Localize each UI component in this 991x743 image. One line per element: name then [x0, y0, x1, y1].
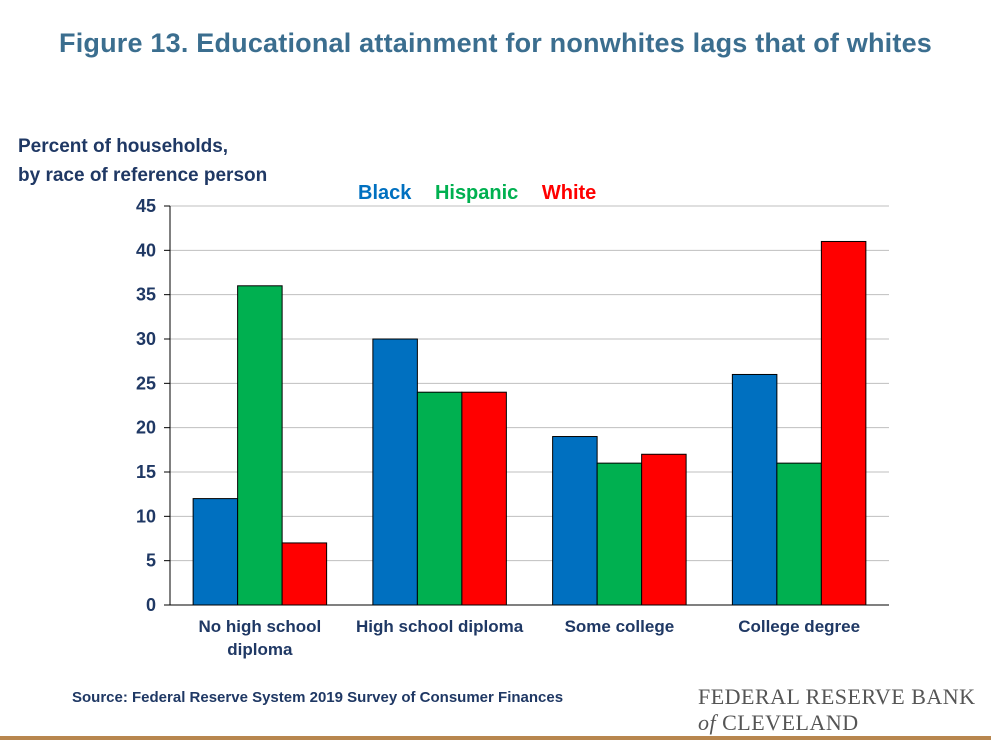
bar-black [372, 338, 418, 606]
y-tick-label: 0 [146, 595, 156, 615]
bottom-rule [0, 736, 991, 740]
bar-hispanic [237, 285, 283, 606]
x-tick-label: diploma [227, 640, 293, 659]
x-tick-label: No high school [198, 617, 321, 636]
y-axis-label-line-1: Percent of households, [18, 136, 229, 157]
bar-hispanic [416, 391, 463, 606]
bar-black [552, 436, 598, 606]
y-tick-label: 45 [136, 196, 156, 216]
y-tick-label: 35 [136, 285, 156, 305]
x-tick-label: High school diploma [356, 617, 524, 636]
source-note: Source: Federal Reserve System 2019 Surv… [72, 689, 564, 706]
y-axis-label-line-2: by race of reference person [18, 165, 268, 186]
legend-white: White [541, 182, 597, 204]
bar-white [281, 542, 328, 606]
y-tick-label: 15 [136, 462, 156, 482]
bar-black [731, 373, 778, 606]
legend-hispanic: Hispanic [434, 182, 519, 204]
y-tick-label: 5 [146, 551, 156, 571]
logo-line-1: FEDERAL RESERVE BANK [698, 684, 976, 709]
y-tick-label: 20 [136, 418, 156, 438]
bar-white [461, 391, 507, 606]
bar-hispanic [596, 462, 643, 606]
legend-black: Black [358, 182, 412, 204]
y-axis-label: Percent of households, by race of refere… [18, 132, 267, 190]
y-tick-label: 10 [136, 506, 156, 526]
bar-hispanic [776, 462, 822, 606]
y-tick-label: 40 [136, 240, 156, 260]
y-tick-label: 25 [136, 373, 156, 393]
chart-title: Figure 13. Educational attainment for no… [59, 28, 932, 58]
logo-of: of [698, 710, 717, 735]
bar-black [192, 498, 239, 606]
bar-white [641, 453, 687, 606]
federal-reserve-logo: FEDERAL RESERVE BANK of CLEVELAND [698, 684, 976, 736]
legend: Black Hispanic White [358, 182, 614, 205]
y-tick-label: 30 [136, 329, 156, 349]
bar-white [820, 240, 867, 606]
x-tick-label: College degree [738, 617, 860, 636]
x-tick-label: Some college [565, 617, 675, 636]
logo-line-2: CLEVELAND [722, 710, 859, 735]
